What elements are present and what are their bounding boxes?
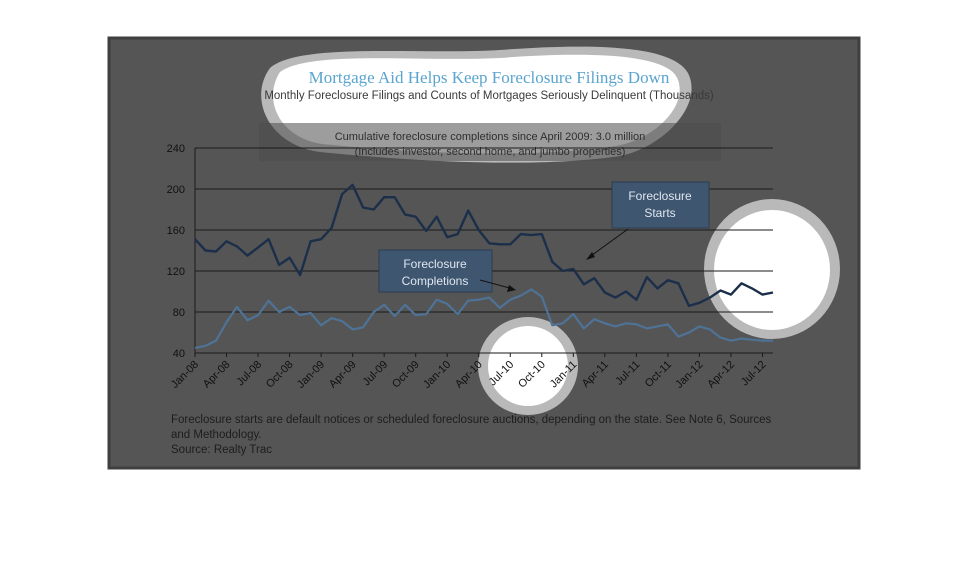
chart-title: Mortgage Aid Helps Keep Foreclosure Fili… — [309, 68, 670, 87]
annotation-line-1: Cumulative foreclosure completions since… — [335, 131, 646, 143]
callout-starts-line-2: Starts — [644, 206, 675, 220]
highlight-blob-axis — [488, 326, 568, 406]
series-lines — [194, 183, 774, 349]
callout-starts-line-1: Foreclosure — [628, 189, 692, 203]
series-line-foreclosure-completions — [194, 288, 773, 349]
highlight-blob-right — [714, 210, 830, 330]
y-tick-label: 40 — [173, 348, 185, 360]
y-tick-label: 120 — [167, 266, 185, 278]
annotation-box — [259, 123, 721, 161]
annotation-line-2: (Includes investor, second home, and jum… — [355, 146, 626, 158]
footer-source: Source: Realty Trac — [171, 444, 272, 456]
footer-line-2: and Methodology. — [171, 429, 262, 441]
y-tick-label: 240 — [167, 143, 185, 155]
callout-completions-line-1: Foreclosure — [403, 257, 467, 271]
chart-subtitle: Monthly Foreclosure Filings and Counts o… — [264, 90, 714, 102]
y-tick-label: 200 — [167, 184, 185, 196]
callout-starts-arrow — [587, 228, 629, 259]
y-tick-label: 80 — [173, 307, 185, 319]
callout-starts — [611, 181, 710, 229]
callout-completions-arrow — [479, 279, 514, 290]
callout-completions-line-2: Completions — [402, 274, 469, 288]
callout-starts-arrowhead — [586, 252, 595, 260]
y-tick-label: 160 — [167, 225, 185, 237]
series-line-foreclosure-starts — [194, 183, 774, 308]
callout-completions — [378, 249, 493, 293]
y-axis-ticks: 40 80 120 160 200 240 — [167, 143, 185, 360]
footer-line-1: Foreclosure starts are default notices o… — [171, 414, 772, 426]
callout-completions-arrowhead — [507, 285, 516, 292]
